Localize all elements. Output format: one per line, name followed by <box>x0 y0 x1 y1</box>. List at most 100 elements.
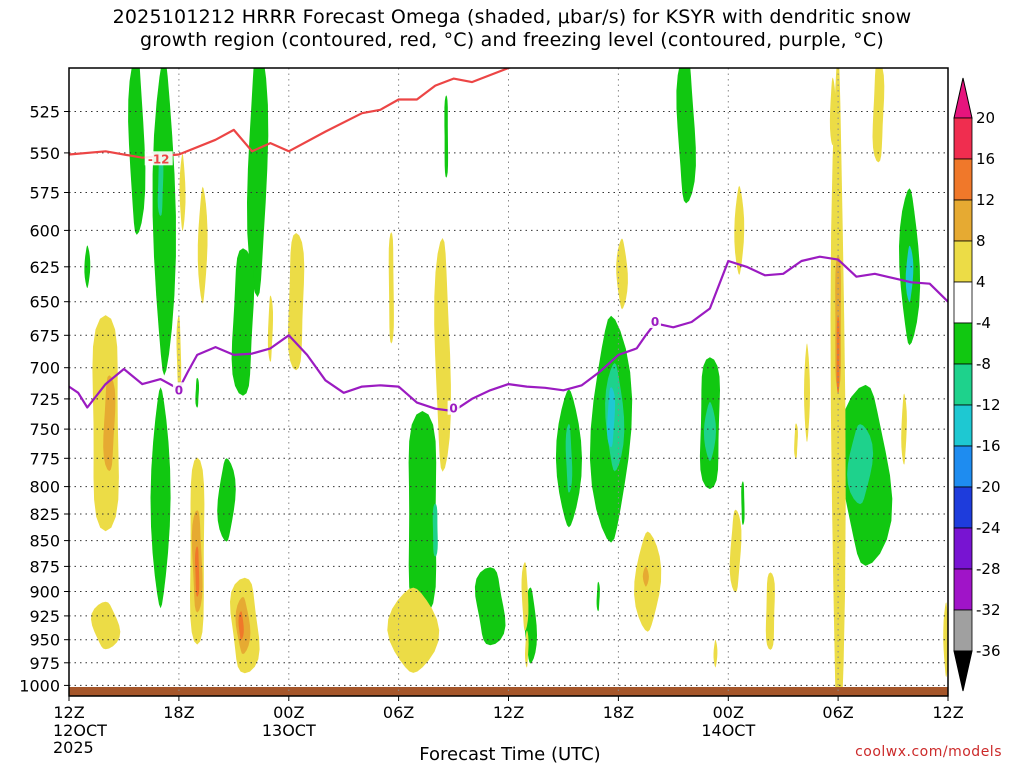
ytick-label-725: 725 <box>29 390 60 409</box>
descent-region-44 <box>521 562 529 631</box>
omega-colorbar: 20 16 12 8 4 -4 -8 -12 -16 -20 -24 -28 -32 -36 <box>953 77 1001 692</box>
descent-region-62 <box>195 546 200 597</box>
xtick-label-18: 06Z <box>383 703 414 722</box>
ascent-region-16 <box>596 581 600 612</box>
ytick-label-850: 850 <box>29 532 60 551</box>
chart-title-line1: 2025101212 HRRR Forecast Omega (shaded, … <box>112 6 912 28</box>
ytick-label-900: 900 <box>29 583 60 602</box>
colorbar-bin-1 <box>953 158 973 201</box>
ascent-region-48 <box>157 153 164 216</box>
colorbar-label-3: 8 <box>976 232 986 250</box>
descent-region-41 <box>729 509 742 593</box>
site-credit: coolwx.com/models <box>855 744 1002 760</box>
ytick-label-925: 925 <box>29 607 60 626</box>
xtick-label-48: 12Z <box>932 703 963 722</box>
colorbar-label-1: 16 <box>976 150 995 168</box>
ytick-label-875: 875 <box>29 557 60 576</box>
xtick-label-36: 00Z <box>713 703 744 722</box>
ascent-region-5 <box>444 95 449 178</box>
descent-region-26 <box>616 238 628 310</box>
colorbar-bin-8 <box>953 445 973 488</box>
colorbar-label-7: -12 <box>976 396 1001 414</box>
colorbar-label-4: 4 <box>976 273 986 291</box>
x-axis-label: Forecast Time (UTC) <box>419 744 601 765</box>
ascent-region-8 <box>150 387 171 609</box>
ytick-label-675: 675 <box>29 326 60 345</box>
dendritic-growth-level-line <box>69 68 513 159</box>
ytick-label-825: 825 <box>29 505 60 524</box>
colorbar-bin-11 <box>953 568 973 611</box>
ytick-label-975: 975 <box>29 654 60 673</box>
freezing-level-label-bg-1 <box>447 400 460 415</box>
freezing-level-line <box>69 255 948 413</box>
descent-region-29 <box>872 68 885 163</box>
colorbar-bin-7 <box>953 404 973 447</box>
ytick-label-550: 550 <box>29 144 60 163</box>
colorbar-label-13: -36 <box>976 642 1001 660</box>
colorbar-label-6: -8 <box>976 355 991 373</box>
descent-region-35 <box>794 423 798 459</box>
descent-region-24 <box>388 232 394 344</box>
xtick-sub-36-0: 14OCT <box>701 721 755 740</box>
ascent-region-9 <box>217 458 236 542</box>
ytick-label-600: 600 <box>29 221 60 240</box>
dendritic-growth-level-label-0: -12 <box>148 152 170 166</box>
freezing-level-label-bg-0 <box>172 382 185 397</box>
colorbar-bin-9 <box>953 486 973 529</box>
ascent-region-50 <box>565 423 573 493</box>
descent-region-42 <box>765 572 775 650</box>
ytick-label-750: 750 <box>29 420 60 439</box>
ascent-region-2 <box>84 245 91 289</box>
colorbar-bin-3 <box>953 240 973 283</box>
xtick-sub-0-1: 2025 <box>53 738 94 757</box>
ascent-region-60 <box>607 387 616 448</box>
ytick-label-650: 650 <box>29 293 60 312</box>
ascent-region-1 <box>152 68 176 376</box>
colorbar-label-10: -24 <box>976 519 1001 537</box>
freezing-level-label-1: 0 <box>449 402 457 416</box>
xtick-label-30: 18Z <box>603 703 634 722</box>
colorbar-bin-0 <box>953 117 973 160</box>
xtick-label-24: 12Z <box>493 703 524 722</box>
ytick-label-525: 525 <box>29 103 60 122</box>
xtick-label-12: 00Z <box>273 703 304 722</box>
descent-region-39 <box>387 587 440 673</box>
descent-region-34 <box>901 393 907 465</box>
xtick-label-6: 18Z <box>163 703 194 722</box>
descent-region-25 <box>434 238 451 472</box>
ytick-label-700: 700 <box>29 359 60 378</box>
descent-region-38 <box>91 601 121 650</box>
ytick-label-625: 625 <box>29 258 60 277</box>
descent-region-58 <box>642 566 649 587</box>
freezing-level-label-bg-2 <box>649 314 661 328</box>
xtick-label-0: 12Z <box>53 703 84 722</box>
ytick-label-575: 575 <box>29 184 60 203</box>
xtick-sub-0-0: 12OCT <box>53 721 107 740</box>
ytick-label-1000: 1000 <box>19 676 60 695</box>
colorbar-label-12: -32 <box>976 601 1001 619</box>
xtick-sub-12-0: 13OCT <box>262 721 316 740</box>
ytick-label-950: 950 <box>29 631 60 650</box>
ascent-region-6 <box>676 68 696 204</box>
colorbar-label-11: -28 <box>976 560 1001 578</box>
descent-region-21 <box>197 186 208 304</box>
ascent-region-10 <box>195 377 199 408</box>
surface-terrain-band <box>69 687 948 696</box>
colorbar-label-8: -16 <box>976 437 1001 455</box>
colorbar-bin-2 <box>953 199 973 242</box>
freezing-level-label-0: 0 <box>175 383 183 397</box>
temperature-contours <box>69 68 948 413</box>
descent-region-27 <box>734 185 745 275</box>
colorbar-bin-4 <box>953 281 973 324</box>
colorbar-bin-12 <box>953 609 973 652</box>
colorbar-top-arrow <box>953 77 973 119</box>
descent-region-54 <box>103 375 116 472</box>
descent-region-23 <box>287 233 305 371</box>
ascent-region-49 <box>432 503 438 557</box>
contour-labels: -12 0 0 0 <box>144 151 661 416</box>
colorbar-label-5: -4 <box>976 314 991 332</box>
xtick-label-42: 06Z <box>822 703 853 722</box>
descent-region-22 <box>267 295 273 362</box>
